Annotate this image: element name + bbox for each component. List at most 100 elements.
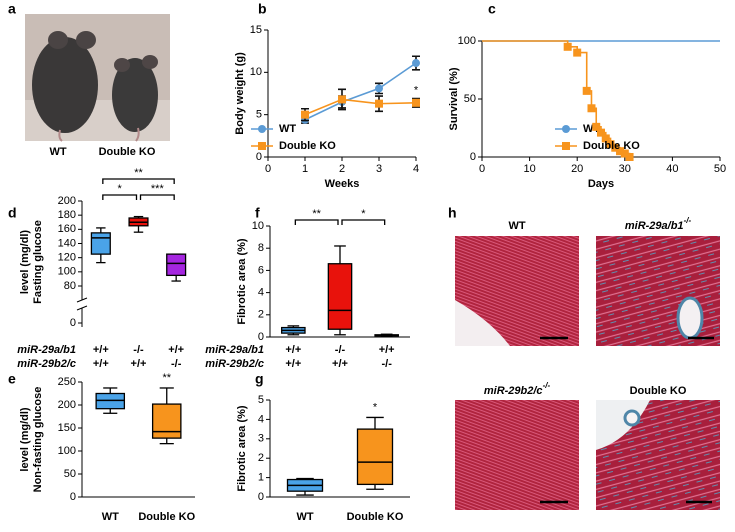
y-tick-label: 0 (258, 491, 264, 503)
y-tick-label: 100 (58, 266, 76, 278)
marker (582, 86, 591, 95)
x-tick-label: 1 (302, 163, 308, 175)
image-label: Double KO (630, 385, 687, 397)
y-tick-label: 100 (58, 445, 76, 457)
x-tick-label: +/+ (93, 344, 109, 356)
y-tick-label: 140 (58, 237, 76, 249)
x-tick-label: Double KO (347, 511, 404, 523)
y-axis-label: Fasting glucose (32, 220, 44, 304)
y-tick-label: 3 (258, 433, 264, 445)
marker (587, 104, 596, 113)
x-tick-label: -/- (335, 344, 346, 356)
series-line (304, 98, 417, 116)
marker (620, 149, 629, 158)
significance: * (373, 401, 378, 413)
box (90, 232, 111, 255)
significance: *** (151, 183, 165, 195)
label-name: miR-29a/b1 (625, 220, 684, 232)
y-tick-label: 15 (250, 24, 262, 36)
marker (258, 142, 266, 150)
significance-bracket (294, 219, 339, 225)
box (166, 253, 187, 277)
label-name: Double KO (630, 385, 687, 397)
label-superscript: -/- (543, 381, 551, 390)
x-tick-label: 50 (714, 163, 726, 175)
x-tick-label: +/+ (93, 358, 109, 370)
box (151, 403, 182, 439)
marker (301, 110, 309, 119)
y-axis-label: Body weight (g) (234, 52, 246, 135)
x-tick-label: 3 (376, 163, 382, 175)
label-superscript: -/- (684, 216, 692, 225)
y-tick-label: 200 (58, 399, 76, 411)
significance: * (118, 183, 123, 195)
marker (573, 48, 582, 57)
significance: * (361, 208, 366, 220)
y-tick-label: 10 (250, 66, 262, 78)
y-tick-label: 200 (58, 195, 76, 207)
y-tick-label: 50 (64, 468, 76, 480)
significance: ** (134, 167, 143, 179)
axis-break (76, 297, 88, 311)
y-tick-label: 150 (58, 422, 76, 434)
significance-bracket (102, 178, 175, 184)
x-tick-label: 0 (479, 163, 485, 175)
y-axis-label: Fibrotic area (%) (236, 238, 248, 325)
significance: ** (162, 372, 171, 384)
panel-letter: b (258, 1, 267, 17)
significance-bracket (139, 194, 175, 200)
panel-letter: c (488, 1, 496, 17)
marker (375, 84, 383, 93)
x-tick-label: +/+ (131, 358, 147, 370)
y-tick-label: 10 (252, 220, 264, 232)
x-tick-label: Double KO (138, 511, 195, 523)
y-tick-label: 120 (58, 252, 76, 264)
x-tick-label: -/- (171, 358, 182, 370)
x-tick-label: 40 (666, 163, 678, 175)
marker (625, 153, 634, 161)
y-axis-label: level (mg/dl) (19, 230, 31, 295)
row-name: miR-29a/b1 (205, 344, 264, 356)
mouse-photo (25, 14, 170, 142)
marker (606, 140, 615, 149)
y-tick-label: 2 (258, 309, 264, 321)
y-tick-label: 0 (70, 491, 76, 503)
y-tick-label: 4 (258, 287, 264, 299)
y-tick-label: 180 (58, 209, 76, 221)
x-tick-label: +/+ (379, 344, 395, 356)
image-label: WT (508, 220, 525, 232)
x-tick-label: 2 (339, 163, 345, 175)
y-tick-label: 5 (256, 109, 262, 121)
panel-letter: a (8, 1, 16, 17)
y-axis-label: Non-fasting glucose (32, 387, 44, 493)
y-tick-label: 0 (256, 151, 262, 163)
marker (562, 142, 570, 150)
y-tick-label: 1 (258, 472, 264, 484)
marker (563, 42, 572, 51)
row-name: miR-29b2/c (17, 358, 76, 370)
marker (412, 59, 420, 68)
image-label: miR-29b2/c-/- (484, 381, 551, 397)
panel-letter: f (255, 205, 260, 221)
y-tick-label: 5 (258, 394, 264, 406)
row-name: miR-29b2/c (205, 358, 264, 370)
marker (375, 99, 383, 108)
marker (412, 98, 420, 107)
significance-bracket (341, 219, 386, 225)
x-tick-label: +/+ (285, 344, 301, 356)
y-tick-label: 6 (258, 264, 264, 276)
panel-letter: g (255, 371, 264, 387)
label-name: WT (508, 220, 525, 232)
image-label: miR-29a/b1-/- (625, 216, 692, 232)
row-name: miR-29a/b1 (17, 344, 76, 356)
marker (611, 143, 620, 152)
y-tick-label: 0 (470, 151, 476, 163)
label-name: miR-29b2/c (484, 385, 543, 397)
x-tick-label: WT (102, 511, 119, 523)
x-tick-label: WT (296, 511, 313, 523)
y-axis-label: Fibrotic area (%) (236, 405, 248, 492)
y-axis-label: Survival (%) (448, 67, 460, 130)
x-tick-label: +/+ (168, 344, 184, 356)
x-axis-label: Days (588, 178, 614, 190)
